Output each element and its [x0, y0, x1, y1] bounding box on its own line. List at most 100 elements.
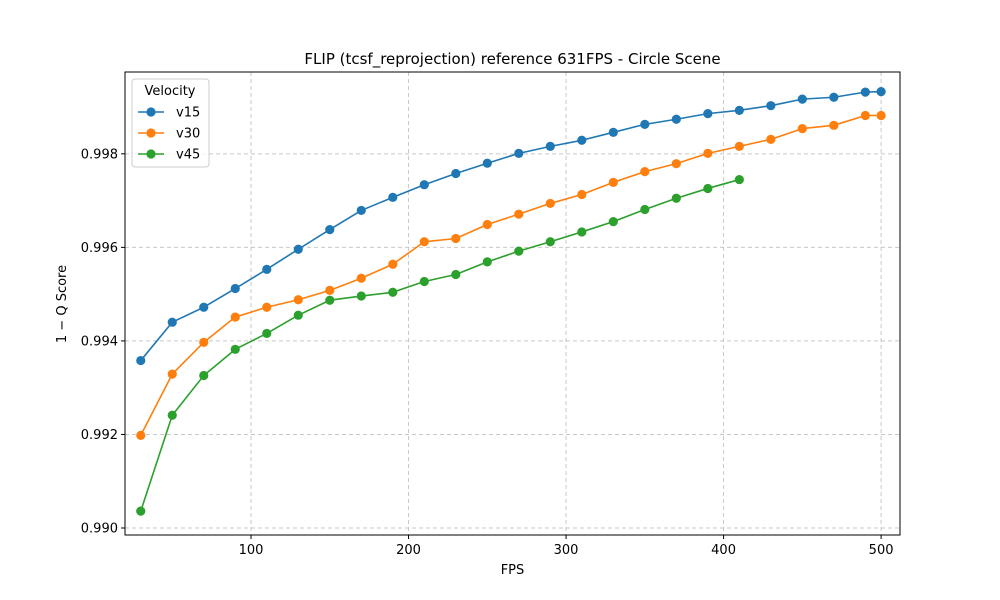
- data-point-v45: [230, 344, 240, 354]
- y-axis-label: 1 − Q Score: [55, 265, 70, 343]
- data-point-v45: [734, 174, 744, 185]
- legend-entries: v15 v30 v45: [138, 106, 200, 163]
- legend-entry-v45: v45: [138, 148, 200, 163]
- x-axis-label: FPS: [501, 563, 525, 578]
- x-tick-label: 100: [239, 543, 264, 558]
- x-tick-label: 300: [554, 543, 579, 558]
- data-point-v15: [797, 94, 807, 104]
- legend-title: Velocity: [145, 84, 196, 99]
- legend-marker-v15: [146, 107, 156, 117]
- legend-marker-v45: [146, 149, 156, 159]
- data-point-v15: [829, 92, 839, 102]
- legend-entry-v30: v30: [138, 127, 200, 142]
- data-point-v45: [482, 257, 492, 267]
- data-point-v15: [451, 168, 461, 179]
- legend-label-v45: v45: [176, 148, 200, 163]
- data-point-v45: [262, 328, 272, 339]
- data-point-v45: [136, 506, 146, 516]
- data-point-v30: [671, 159, 681, 169]
- data-point-v15: [136, 355, 146, 366]
- data-point-v30: [199, 337, 209, 347]
- data-point-v45: [325, 295, 335, 305]
- data-point-v30: [734, 141, 744, 151]
- data-point-v15: [199, 302, 209, 312]
- data-point-v15: [514, 148, 524, 158]
- x-tick-label: 500: [869, 543, 894, 558]
- data-point-v15: [671, 114, 681, 124]
- series-v15: [136, 87, 886, 366]
- data-point-v30: [167, 369, 177, 379]
- data-point-v15: [419, 180, 429, 190]
- data-point-v45: [451, 269, 461, 280]
- data-point-v30: [514, 209, 524, 219]
- data-point-v30: [230, 312, 240, 322]
- data-point-v30: [451, 233, 461, 244]
- y-tick-label: 0.996: [81, 241, 118, 256]
- data-point-v30: [293, 295, 303, 305]
- data-point-v45: [577, 227, 587, 237]
- data-point-v30: [703, 148, 713, 158]
- data-point-v45: [514, 246, 524, 256]
- x-tick-label: 200: [396, 543, 421, 558]
- series-v45: [136, 174, 744, 516]
- data-point-v30: [262, 302, 272, 312]
- data-point-v45: [419, 276, 429, 287]
- y-axis: 0.990 0.992 0.994 0.996 0.998: [81, 147, 125, 536]
- grid-lines: [125, 72, 900, 535]
- plot-frame: [124, 71, 901, 536]
- data-point-v15: [766, 101, 776, 111]
- data-point-v15: [325, 225, 335, 235]
- data-point-v15: [703, 109, 713, 119]
- data-point-v45: [388, 287, 398, 297]
- data-point-v45: [199, 370, 209, 381]
- y-tick-label: 0.994: [81, 334, 118, 349]
- data-point-v30: [797, 123, 807, 134]
- legend-label-v30: v30: [176, 127, 200, 142]
- x-tick-label: 400: [711, 543, 736, 558]
- data-point-v15: [293, 244, 303, 254]
- data-point-v45: [356, 291, 366, 301]
- data-point-v15: [876, 87, 886, 97]
- data-point-v15: [230, 283, 240, 294]
- y-tick-label: 0.992: [81, 428, 118, 443]
- data-point-v30: [545, 198, 555, 209]
- data-point-v15: [734, 105, 744, 115]
- data-point-v30: [356, 273, 366, 283]
- legend-label-v15: v15: [176, 106, 200, 121]
- legend-marker-v30: [146, 128, 156, 138]
- y-tick-label: 0.990: [81, 521, 118, 536]
- data-point-v30: [136, 430, 146, 440]
- data-point-v30: [640, 167, 650, 177]
- data-point-v15: [608, 127, 618, 137]
- data-point-v15: [262, 264, 272, 274]
- data-point-v30: [325, 285, 335, 296]
- series-line-v45: [139, 178, 740, 512]
- y-tick-label: 0.998: [81, 147, 118, 162]
- series-layer: [136, 87, 886, 516]
- data-point-v30: [876, 110, 886, 121]
- data-point-v30: [482, 219, 492, 230]
- data-point-v45: [293, 310, 303, 320]
- data-point-v45: [703, 183, 713, 194]
- chart-title: FLIP (tcsf_reprojection) reference 631FP…: [304, 50, 720, 69]
- data-point-v30: [608, 177, 618, 187]
- data-point-v15: [860, 87, 870, 97]
- data-point-v45: [167, 410, 177, 420]
- data-point-v30: [388, 259, 398, 269]
- data-point-v30: [860, 110, 870, 121]
- legend: Velocity v15 v30 v45: [131, 78, 210, 168]
- data-point-v15: [545, 141, 555, 151]
- data-point-v15: [167, 317, 177, 327]
- data-point-v45: [640, 204, 650, 215]
- data-point-v30: [577, 189, 587, 200]
- data-point-v15: [640, 119, 650, 129]
- data-point-v45: [671, 193, 681, 203]
- legend-entry-v15: v15: [138, 106, 200, 121]
- series-v30: [136, 110, 886, 440]
- data-point-v15: [388, 192, 398, 202]
- data-point-v15: [482, 158, 492, 168]
- data-point-v30: [419, 237, 429, 247]
- data-point-v30: [766, 134, 776, 144]
- data-point-v45: [545, 237, 555, 247]
